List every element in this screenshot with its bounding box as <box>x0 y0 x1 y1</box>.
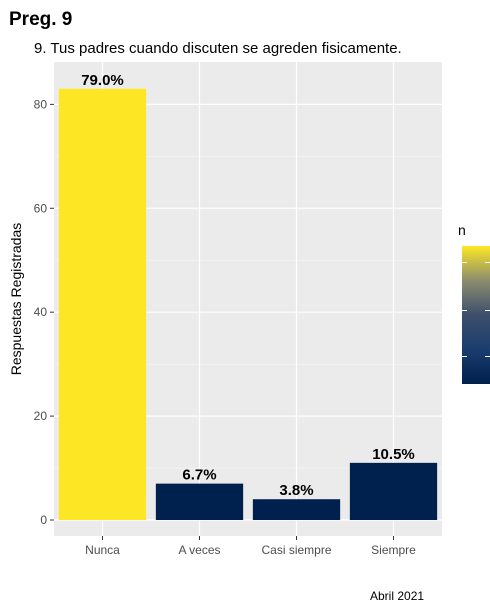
data-label: 3.8% <box>279 482 313 499</box>
bar-casi-siempre <box>252 499 341 520</box>
bar-siempre <box>349 462 438 520</box>
chart-caption: Abril 2021 <box>370 589 425 603</box>
legend-colorbar <box>462 246 490 384</box>
data-label: 10.5% <box>372 446 415 463</box>
bar-a-veces <box>155 483 244 520</box>
x-tick-label: A veces <box>178 543 220 557</box>
legend-tick-mark <box>485 310 490 311</box>
y-tick-label: 20 <box>34 409 48 423</box>
y-tick-label: 80 <box>34 97 48 111</box>
legend-tick-mark <box>485 356 490 357</box>
x-tick-label: Nunca <box>85 543 120 557</box>
y-tick-label: 0 <box>40 513 47 527</box>
x-tick-label: Siempre <box>371 543 416 557</box>
legend-tick-mark <box>485 262 490 263</box>
legend-tick-mark <box>462 310 467 311</box>
legend-title: n <box>458 222 466 238</box>
y-tick-label: 40 <box>34 305 48 319</box>
x-tick-label: Casi siempre <box>261 543 331 557</box>
y-tick-label: 60 <box>34 201 48 215</box>
chart-subtitle: 9. Tus padres cuando discuten se agreden… <box>34 40 402 57</box>
legend-tick-mark <box>462 262 467 263</box>
data-label: 6.7% <box>182 467 216 484</box>
y-axis-title: Respuestas Registradas <box>8 223 24 376</box>
bar-nunca <box>58 88 147 520</box>
data-label: 79.0% <box>81 72 124 89</box>
legend-tick-mark <box>462 356 467 357</box>
chart-title: Preg. 9 <box>9 9 73 30</box>
